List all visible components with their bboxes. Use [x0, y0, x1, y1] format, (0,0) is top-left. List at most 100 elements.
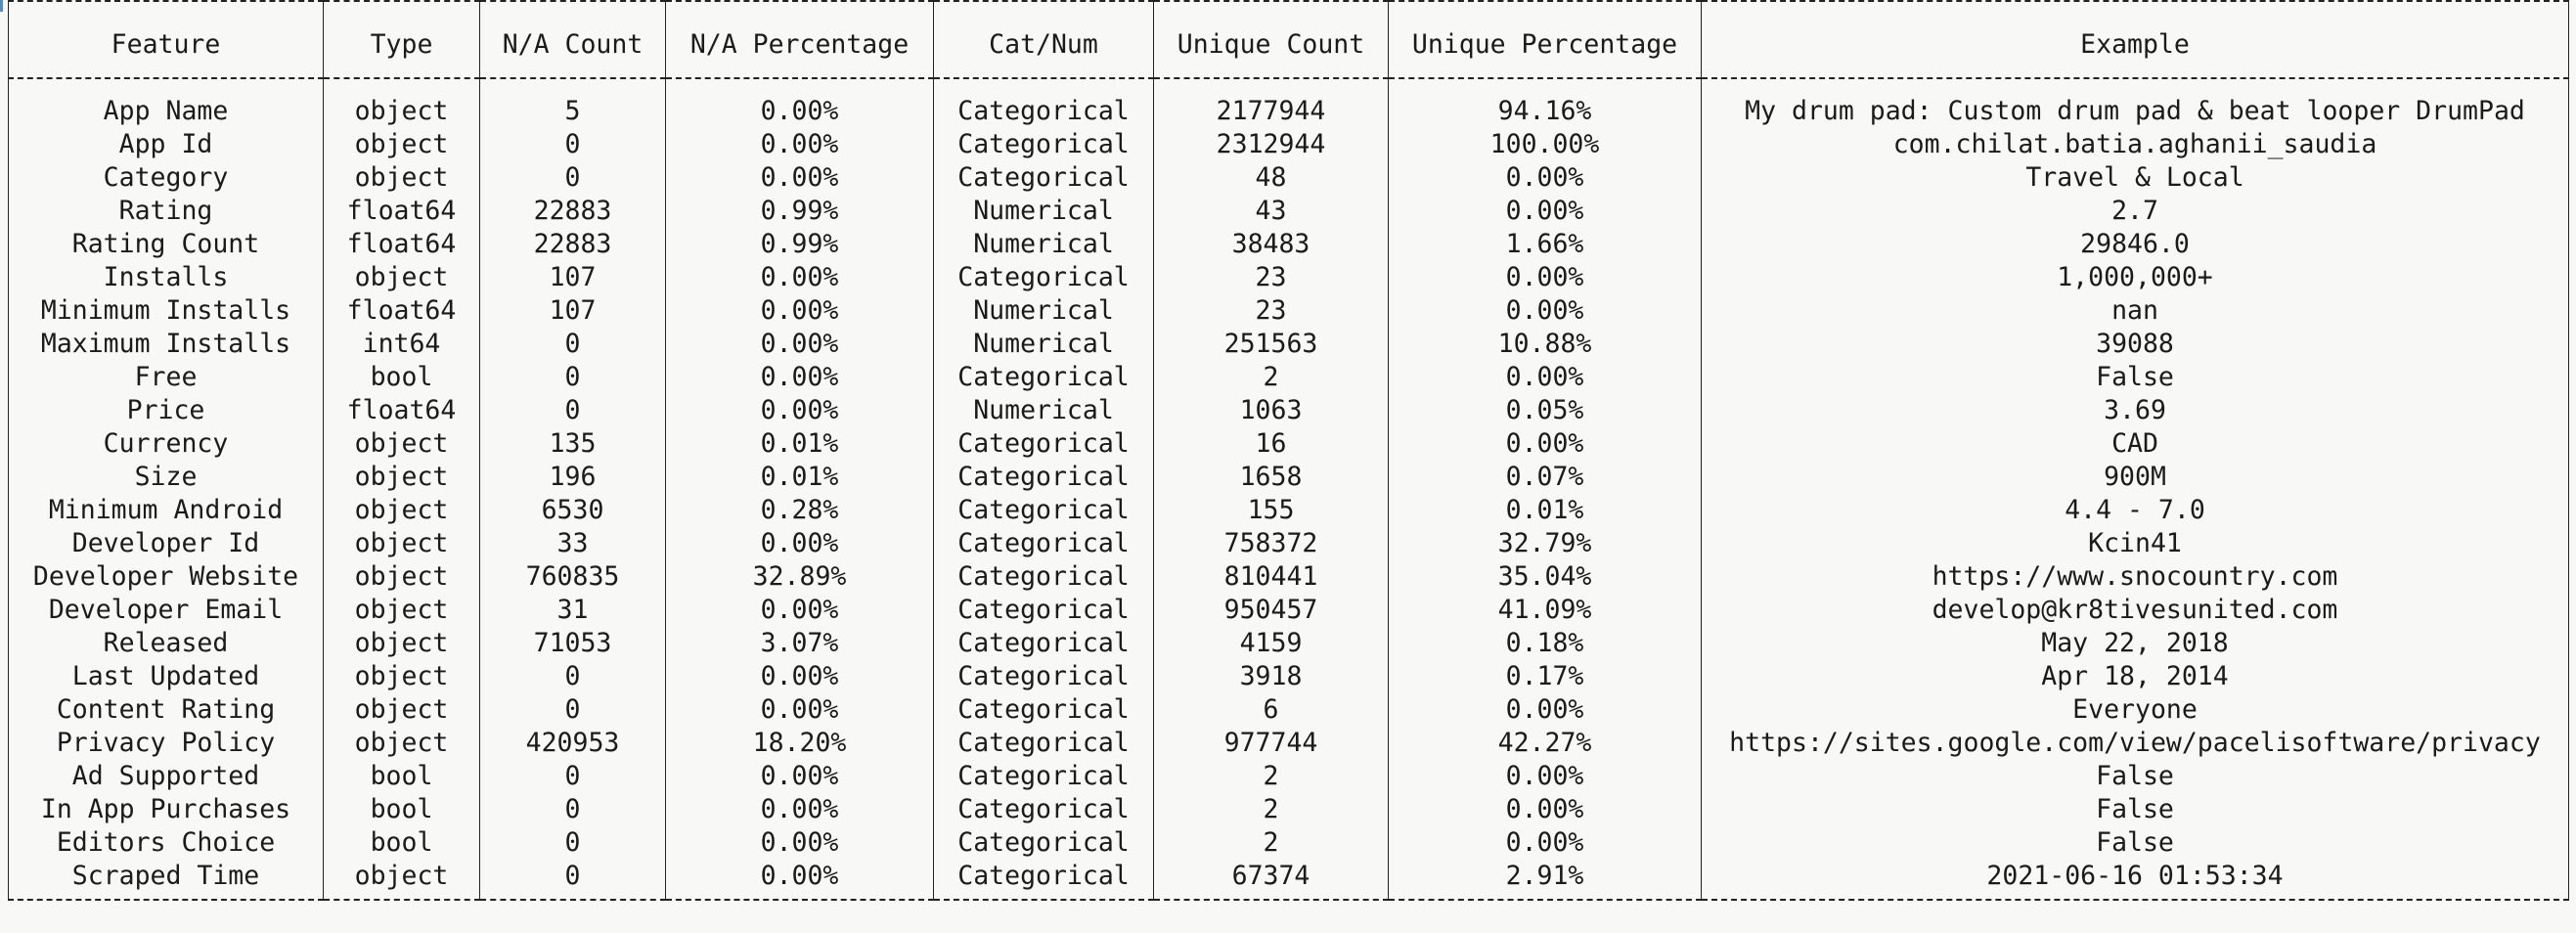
column-header: Cat/Num [933, 0, 1154, 79]
column-header: Unique Count [1153, 0, 1389, 79]
table-cell: 0.00% [665, 361, 934, 394]
table-cell: object [323, 128, 480, 161]
table-cell: bool [323, 361, 480, 394]
table-cell: object [323, 427, 480, 461]
table-cell: Developer Id [8, 527, 324, 560]
table-cell: 22883 [479, 228, 666, 261]
table-cell: 0.28% [665, 494, 934, 527]
table-cell: bool [323, 760, 480, 793]
table-cell: 0.01% [665, 427, 934, 461]
table-row: In App Purchases bool 0 0.00% Categorical 2 0.… [8, 793, 2569, 826]
table-row: Last Updated object 0 0.00% Categorical 3918 0… [8, 660, 2569, 693]
table-cell: 4159 [1153, 627, 1389, 660]
terminal-output: Feature Type N/A Count N/A Percentage Cat/Nu… [8, 0, 2569, 901]
table-cell: object [323, 727, 480, 760]
table-cell: 2 [1153, 361, 1389, 394]
table-cell: 0 [479, 161, 666, 195]
table-cell: float64 [323, 195, 480, 228]
table-cell: May 22, 2018 [1701, 627, 2569, 660]
table-cell: Scraped Time [8, 860, 324, 901]
table-cell: Categorical [933, 560, 1154, 594]
table-cell: 2177944 [1153, 78, 1389, 128]
table-cell: 0.00% [665, 527, 934, 560]
table-cell: 0.00% [665, 594, 934, 627]
table-cell: Numerical [933, 394, 1154, 427]
table-row: Free bool 0 0.00% Categorical 2 0.00% False [8, 361, 2569, 394]
table-cell: 0.18% [1388, 627, 1702, 660]
table-cell: bool [323, 793, 480, 826]
table-cell: 29846.0 [1701, 228, 2569, 261]
table-cell: Categorical [933, 527, 1154, 560]
table-cell: 0.01% [1388, 494, 1702, 527]
table-cell: False [1701, 361, 2569, 394]
table-cell: 0.00% [665, 793, 934, 826]
table-cell: Categorical [933, 361, 1154, 394]
table-cell: Categorical [933, 860, 1154, 901]
table-cell: 23 [1153, 261, 1389, 294]
table-cell: Kcin41 [1701, 527, 2569, 560]
table-cell: 107 [479, 294, 666, 328]
table-cell: Categorical [933, 494, 1154, 527]
column-header: Example [1701, 0, 2569, 79]
table-cell: object [323, 261, 480, 294]
table-cell: 4.4 - 7.0 [1701, 494, 2569, 527]
table-cell: Ad Supported [8, 760, 324, 793]
table-cell: 810441 [1153, 560, 1389, 594]
table-cell: 71053 [479, 627, 666, 660]
table-cell: Maximum Installs [8, 328, 324, 361]
table-cell: Last Updated [8, 660, 324, 693]
table-cell: 251563 [1153, 328, 1389, 361]
table-cell: Categorical [933, 793, 1154, 826]
table-cell: Numerical [933, 228, 1154, 261]
table-cell: 950457 [1153, 594, 1389, 627]
table-cell: float64 [323, 228, 480, 261]
table-cell: int64 [323, 328, 480, 361]
table-cell: Categorical [933, 261, 1154, 294]
table-cell: My drum pad: Custom drum pad & beat loop… [1701, 78, 2569, 128]
table-cell: 0.00% [1388, 760, 1702, 793]
table-cell: 155 [1153, 494, 1389, 527]
table-row: Scraped Time object 0 0.00% Categorical 67374… [8, 860, 2569, 901]
table-cell: 16 [1153, 427, 1389, 461]
table-cell: Price [8, 394, 324, 427]
table-cell: Categorical [933, 727, 1154, 760]
table-body: App Name object 5 0.00% Categorical 2177944 94… [8, 78, 2569, 901]
table-cell: False [1701, 760, 2569, 793]
table-cell: 760835 [479, 560, 666, 594]
table-row: Category object 0 0.00% Categorical 48 0.00% Tr… [8, 161, 2569, 195]
table-cell: 1658 [1153, 461, 1389, 494]
table-cell: 0.00% [665, 826, 934, 860]
table-cell: Rating Count [8, 228, 324, 261]
table-cell: 0.00% [665, 860, 934, 901]
table-cell: Everyone [1701, 693, 2569, 727]
table-row: Developer Email object 31 0.00% Categorical 9… [8, 594, 2569, 627]
table-cell: nan [1701, 294, 2569, 328]
table-cell: Currency [8, 427, 324, 461]
table-row: Maximum Installs int64 0 0.00% Numerical 2515… [8, 328, 2569, 361]
table-cell: 0.00% [665, 760, 934, 793]
table-cell: 0.00% [665, 294, 934, 328]
table-row: Currency object 135 0.01% Categorical 16 0.00%… [8, 427, 2569, 461]
table-cell: com.chilat.batia.aghanii_saudia [1701, 128, 2569, 161]
feature-summary-table: Feature Type N/A Count N/A Percentage Cat/Nu… [8, 0, 2569, 901]
table-row: Rating Count float64 22883 0.99% Numerical 38… [8, 228, 2569, 261]
table-row: Rating float64 22883 0.99% Numerical 43 0.00% 2… [8, 195, 2569, 228]
table-row: Size object 196 0.01% Categorical 1658 0.07% 90… [8, 461, 2569, 494]
table-cell: Size [8, 461, 324, 494]
table-cell: Privacy Policy [8, 727, 324, 760]
table-cell: 39088 [1701, 328, 2569, 361]
table-cell: object [323, 594, 480, 627]
table-cell: 32.89% [665, 560, 934, 594]
table-cell: 2021-06-16 01:53:34 [1701, 860, 2569, 901]
table-cell: Categorical [933, 427, 1154, 461]
table-cell: 100.00% [1388, 128, 1702, 161]
table-row: Price float64 0 0.00% Numerical 1063 0.05% 3.69 [8, 394, 2569, 427]
table-cell: 420953 [479, 727, 666, 760]
table-cell: 0 [479, 860, 666, 901]
table-row: Released object 71053 3.07% Categorical 4159 0… [8, 627, 2569, 660]
table-cell: 41.09% [1388, 594, 1702, 627]
table-cell: 0.00% [665, 394, 934, 427]
text-cursor-marker [0, 0, 3, 12]
table-row: Privacy Policy object 420953 18.20% Categori… [8, 727, 2569, 760]
table-cell: object [323, 461, 480, 494]
